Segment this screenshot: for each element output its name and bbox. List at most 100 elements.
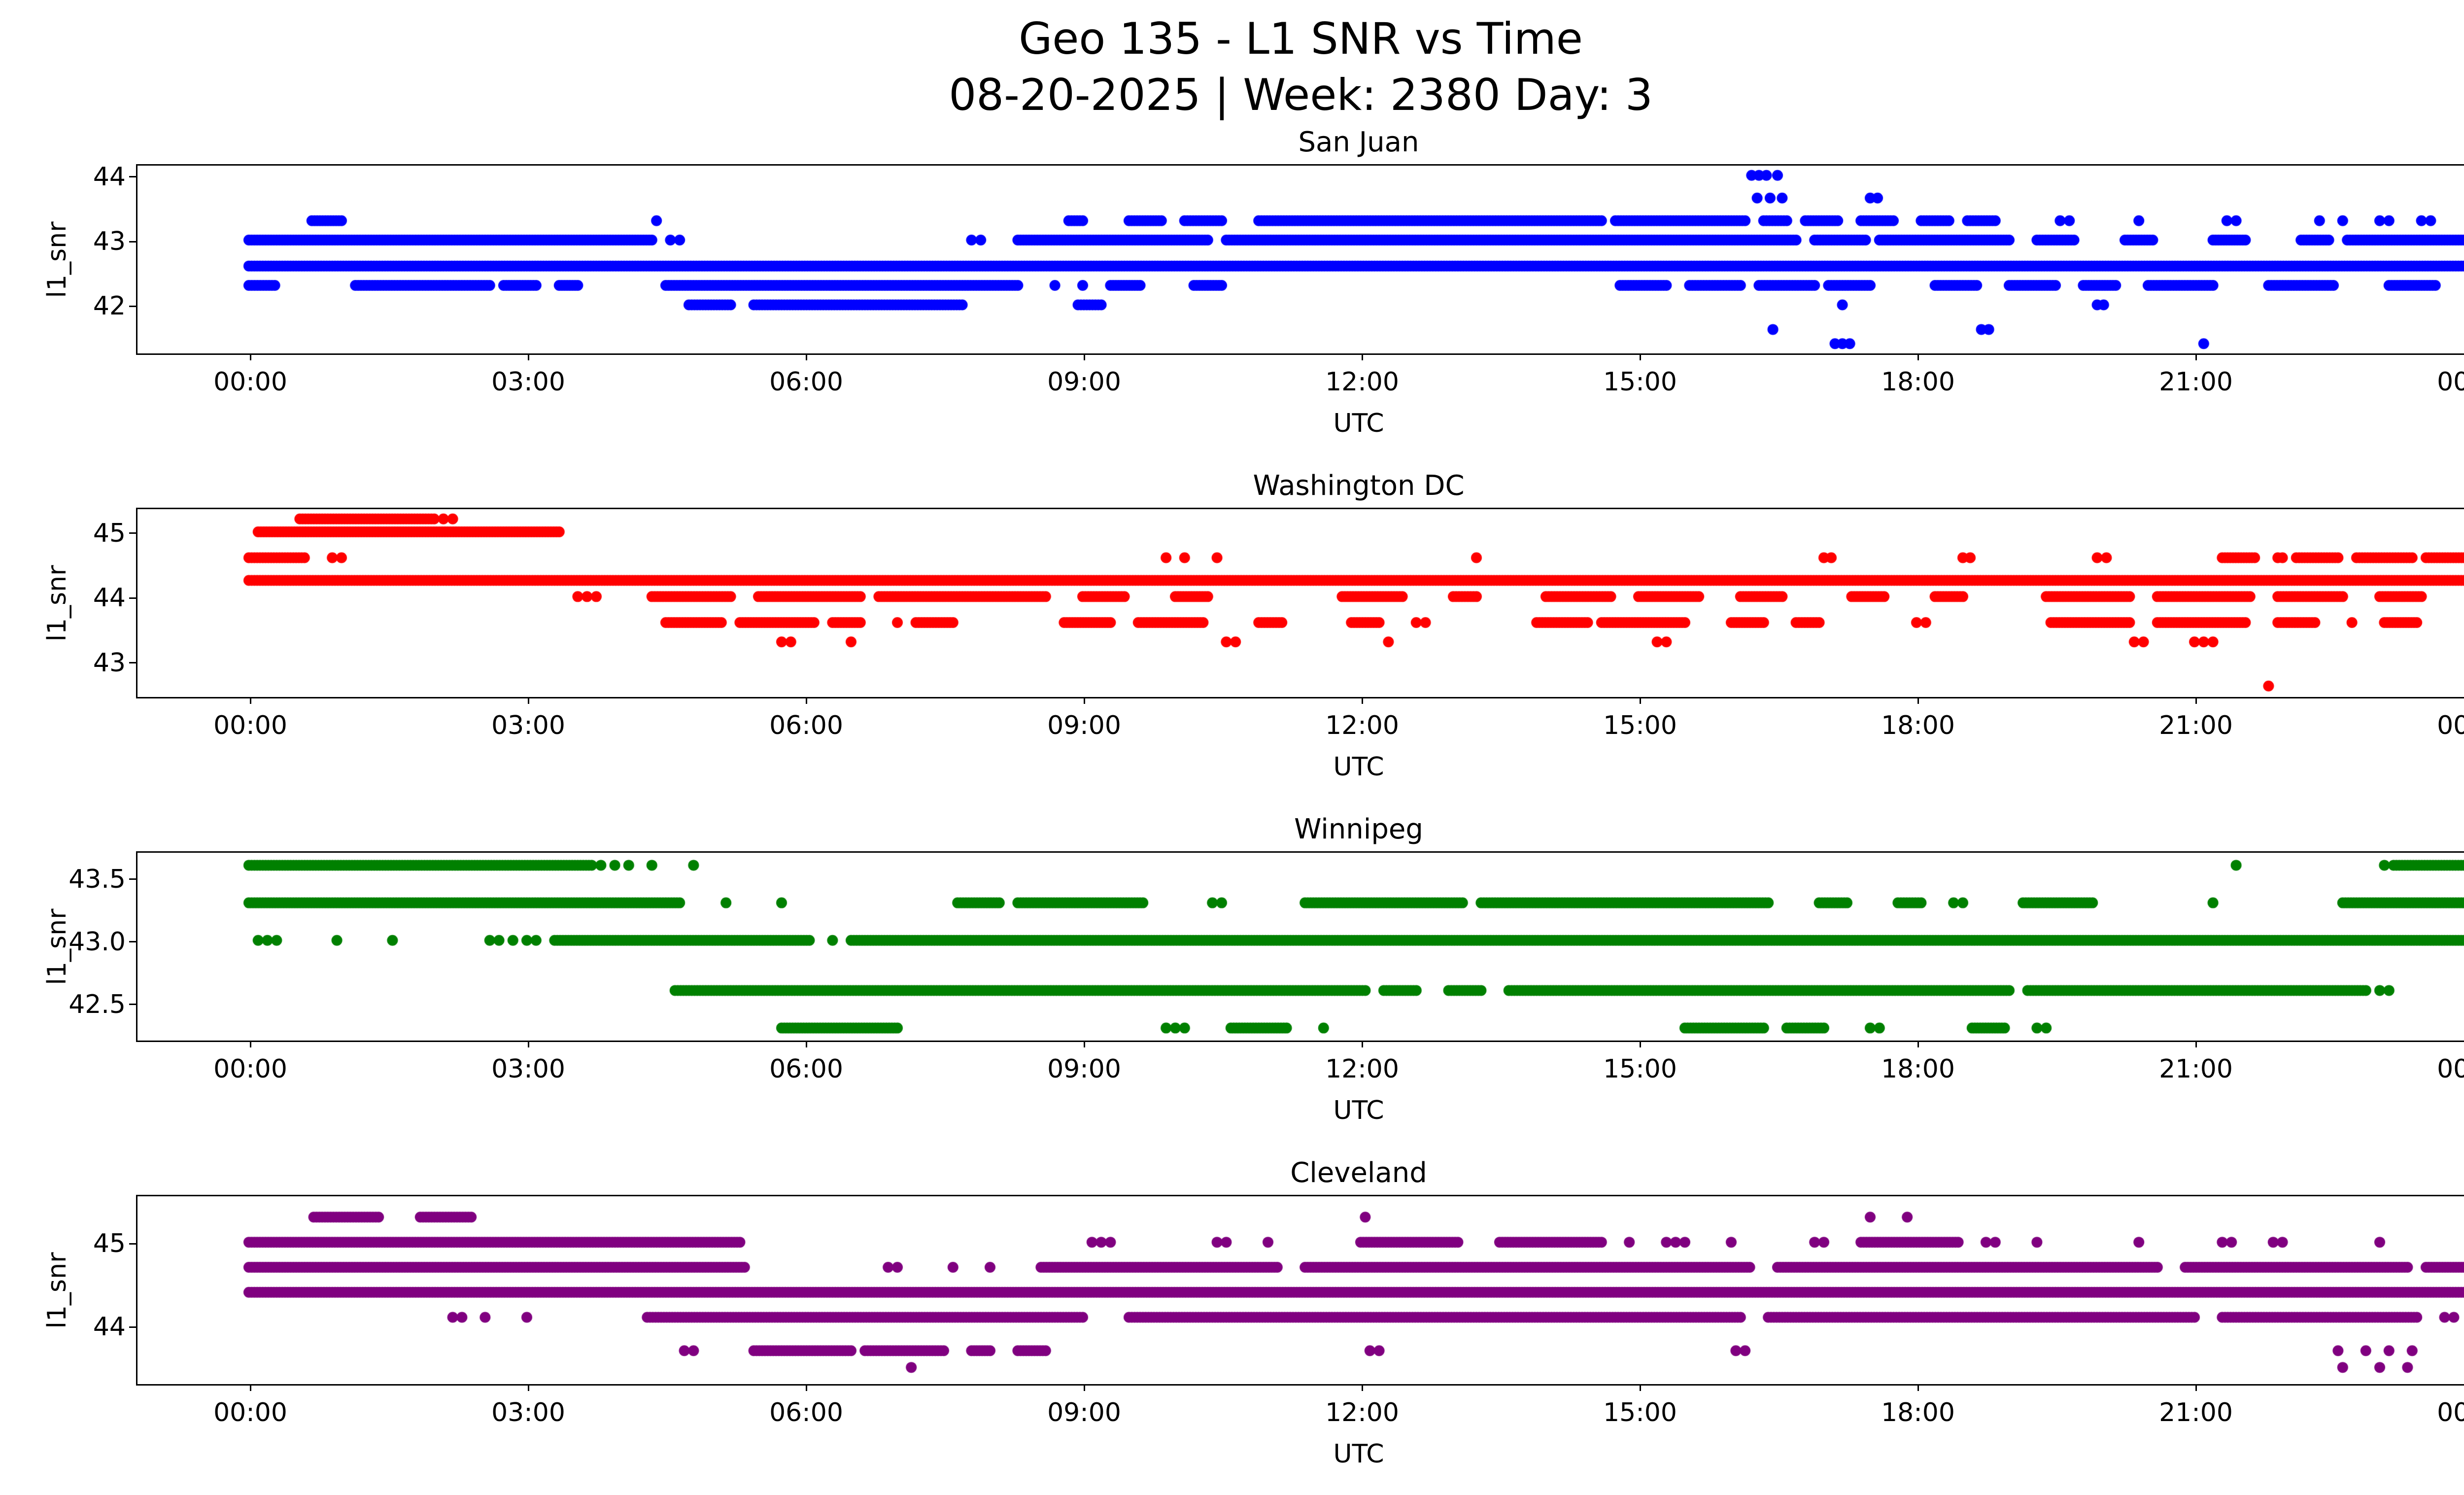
x-tick-label: 18:00: [1881, 367, 1955, 397]
x-tick-mark: [1361, 353, 1363, 360]
subplot-title: Cleveland: [1290, 1157, 1427, 1189]
y-tick-mark: [129, 1326, 136, 1328]
x-axis-label: UTC: [1333, 752, 1384, 782]
x-tick-label: 03:00: [491, 1054, 565, 1084]
x-tick-label: 06:00: [769, 367, 843, 397]
x-tick-mark: [1361, 1384, 1363, 1391]
x-tick-mark: [527, 697, 529, 704]
x-tick-label: 00:00: [213, 1054, 287, 1084]
x-tick-label: 09:00: [1047, 1398, 1121, 1427]
y-tick-label: 44: [93, 1312, 126, 1342]
y-axis-label: l1_snr: [42, 221, 72, 298]
x-tick-label: 21:00: [2159, 367, 2233, 397]
x-axis-label: UTC: [1333, 1096, 1384, 1125]
x-tick-mark: [249, 1041, 251, 1047]
y-tick-label: 43: [93, 227, 126, 257]
y-tick-mark: [129, 878, 136, 880]
y-tick-mark: [129, 305, 136, 307]
x-tick-label: 06:00: [769, 1398, 843, 1427]
y-tick-label: 45: [93, 1229, 126, 1259]
x-tick-mark: [527, 1384, 529, 1391]
x-tick-label: 18:00: [1881, 1054, 1955, 1084]
y-tick-mark: [129, 1243, 136, 1245]
x-tick-mark: [1361, 697, 1363, 704]
y-tick-label: 42.5: [68, 989, 126, 1019]
x-tick-label: 00:00: [2437, 711, 2464, 740]
x-tick-label: 00:00: [213, 1398, 287, 1427]
x-tick-label: 12:00: [1325, 367, 1399, 397]
x-tick-label: 21:00: [2159, 711, 2233, 740]
x-tick-label: 15:00: [1603, 1054, 1677, 1084]
figure-title: Geo 135 - L1 SNR vs Time 08-20-2025 | We…: [0, 11, 2464, 124]
x-tick-mark: [1083, 1041, 1085, 1047]
y-tick-mark: [129, 532, 136, 534]
x-tick-label: 00:00: [2437, 1054, 2464, 1084]
x-tick-label: 06:00: [769, 711, 843, 740]
x-tick-mark: [249, 353, 251, 360]
subplot-washington-dc: Washington DC l1_snr UTC 00:00 03:00 06:00…: [42, 470, 2464, 782]
scatter-canvas: [137, 166, 2464, 353]
x-tick-label: 09:00: [1047, 711, 1121, 740]
y-tick-mark: [129, 241, 136, 243]
x-tick-mark: [805, 353, 807, 360]
x-tick-label: 00:00: [213, 367, 287, 397]
scatter-canvas: [137, 853, 2464, 1041]
x-tick-mark: [527, 1041, 529, 1047]
x-tick-label: 03:00: [491, 367, 565, 397]
x-tick-label: 18:00: [1881, 1398, 1955, 1427]
x-tick-label: 03:00: [491, 1398, 565, 1427]
subplot-title: Washington DC: [1253, 470, 1465, 502]
x-tick-label: 06:00: [769, 1054, 843, 1084]
subplot-title: San Juan: [1298, 126, 1419, 158]
y-tick-label: 43: [93, 648, 126, 678]
x-axis-label: UTC: [1333, 409, 1384, 438]
y-tick-mark: [129, 662, 136, 664]
subplot-san-juan: San Juan l1_snr UTC 00:00 03:00 06:00 09:00…: [42, 126, 2464, 438]
x-tick-mark: [249, 697, 251, 704]
y-axis-label: l1_snr: [42, 1252, 72, 1328]
x-tick-mark: [1083, 697, 1085, 704]
x-tick-label: 21:00: [2159, 1054, 2233, 1084]
x-tick-mark: [1917, 697, 1919, 704]
y-tick-label: 45: [93, 518, 126, 548]
y-tick-mark: [129, 597, 136, 599]
x-tick-mark: [1083, 353, 1085, 360]
x-tick-mark: [1639, 1384, 1641, 1391]
y-tick-mark: [129, 176, 136, 178]
x-tick-label: 00:00: [2437, 1398, 2464, 1427]
x-tick-label: 15:00: [1603, 1398, 1677, 1427]
x-tick-label: 15:00: [1603, 367, 1677, 397]
y-tick-label: 44: [93, 162, 126, 192]
y-axis-label: l1_snr: [42, 908, 72, 985]
x-tick-mark: [805, 1384, 807, 1391]
x-tick-label: 12:00: [1325, 1054, 1399, 1084]
x-tick-label: 00:00: [2437, 367, 2464, 397]
y-tick-label: 43.0: [68, 927, 126, 957]
x-tick-label: 15:00: [1603, 711, 1677, 740]
x-tick-mark: [805, 1041, 807, 1047]
x-tick-mark: [805, 697, 807, 704]
x-tick-mark: [2195, 353, 2197, 360]
x-tick-label: 12:00: [1325, 711, 1399, 740]
x-tick-label: 09:00: [1047, 367, 1121, 397]
x-axis-label: UTC: [1333, 1439, 1384, 1469]
x-tick-label: 09:00: [1047, 1054, 1121, 1084]
subplot-cleveland: Cleveland l1_snr UTC 00:00 03:00 06:00 09:0…: [42, 1157, 2464, 1469]
subplot-winnipeg: Winnipeg l1_snr UTC 00:00 03:00 06:00 09:00…: [42, 813, 2464, 1125]
x-tick-mark: [249, 1384, 251, 1391]
scatter-canvas: [137, 1196, 2464, 1384]
x-tick-mark: [1917, 1041, 1919, 1047]
subplot-title: Winnipeg: [1294, 813, 1423, 845]
x-tick-mark: [2195, 697, 2197, 704]
y-tick-mark: [129, 1004, 136, 1006]
x-tick-mark: [1917, 1384, 1919, 1391]
x-tick-mark: [2195, 1384, 2197, 1391]
x-tick-label: 00:00: [213, 711, 287, 740]
figure-title-line2: 08-20-2025 | Week: 2380 Day: 3: [949, 70, 1653, 121]
x-tick-label: 03:00: [491, 711, 565, 740]
x-tick-mark: [1917, 353, 1919, 360]
y-tick-label: 44: [93, 583, 126, 613]
figure-title-line1: Geo 135 - L1 SNR vs Time: [1019, 13, 1583, 64]
x-tick-mark: [1083, 1384, 1085, 1391]
y-tick-label: 42: [93, 291, 126, 321]
